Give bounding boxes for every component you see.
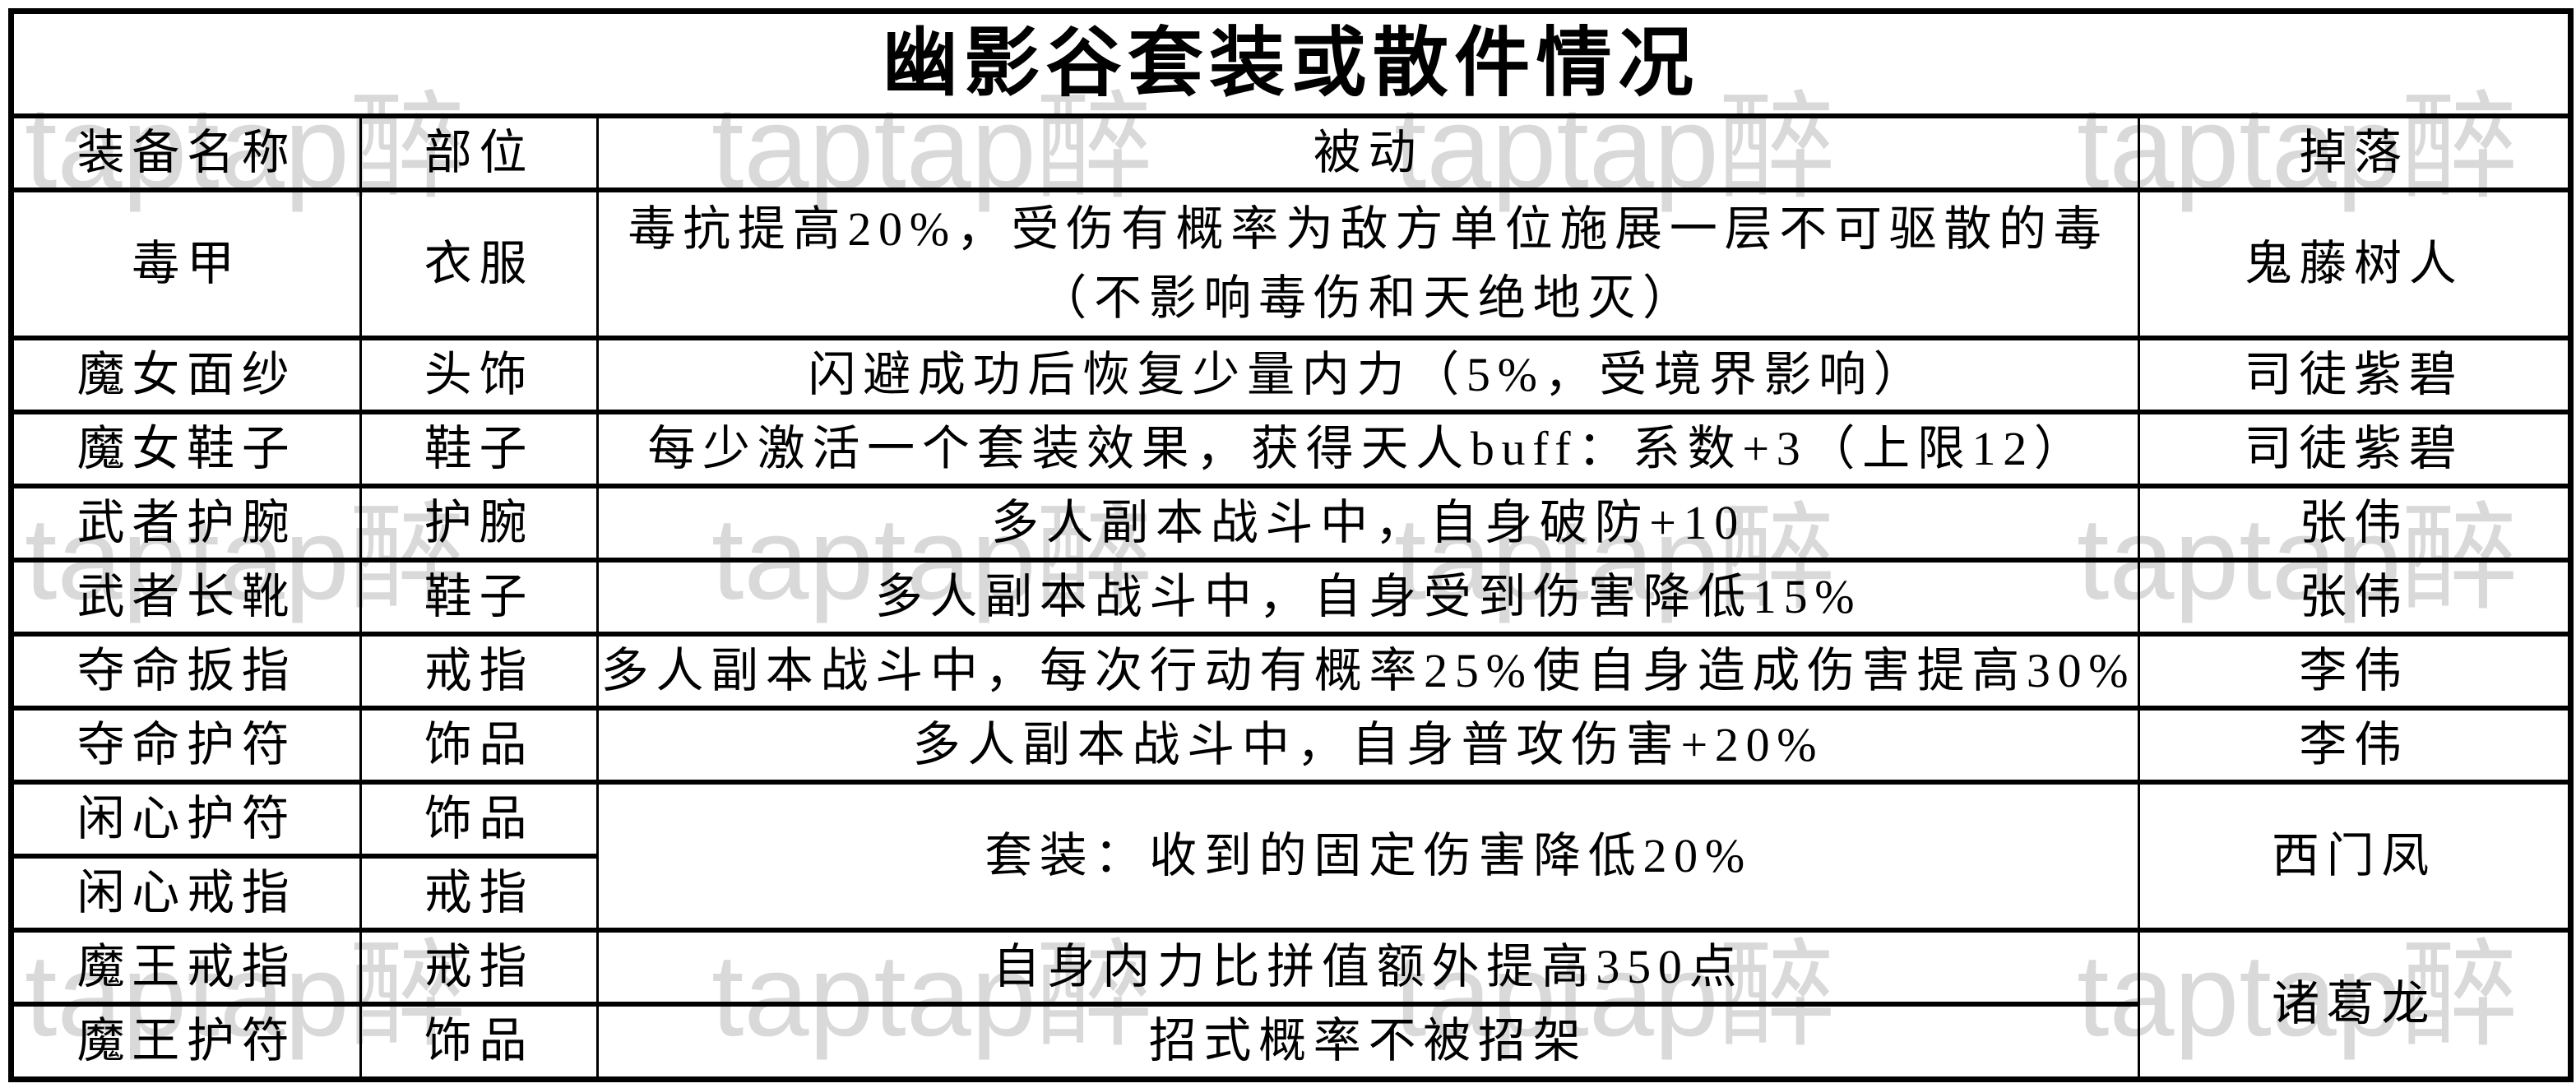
- equipment-name-cell: 毒甲: [10, 187, 362, 340]
- slot-cell: 戒指: [359, 928, 599, 1007]
- drop-cell: 诸葛龙: [2137, 928, 2573, 1082]
- equipment-name-cell: 夺命扳指: [10, 631, 362, 711]
- drop-cell: 司徒紫碧: [2137, 335, 2573, 414]
- passive-cell: 自身内力比拼值额外提高350点: [596, 928, 2140, 1007]
- title-row: 幽影谷套装或散件情况: [9, 8, 2573, 118]
- drop-cell: 李伟: [2137, 631, 2573, 711]
- drop-cell: 西门凤: [2137, 780, 2573, 933]
- equipment-name-cell: 魔王戒指: [10, 928, 362, 1007]
- equipment-name-cell: 魔女面纱: [10, 335, 362, 414]
- table-row: 毒甲 衣服 毒抗提高20%，受伤有概率为敌方单位施展一层不可驱散的毒 （不影响毒…: [10, 187, 2573, 340]
- slot-cell: 护腕: [359, 483, 599, 563]
- drop-cell: 司徒紫碧: [2137, 409, 2573, 488]
- column-header-drop: 掉落: [2137, 113, 2573, 192]
- column-header-slot: 部位: [359, 113, 599, 192]
- slot-cell: 鞋子: [359, 409, 599, 488]
- drop-cell: 张伟: [2137, 483, 2573, 563]
- passive-cell: 闪避成功后恢复少量内力（5%，受境界影响）: [596, 335, 2140, 414]
- passive-cell: 多人副本战斗中，自身破防+10: [596, 483, 2140, 563]
- equipment-name-cell: 武者长靴: [10, 557, 362, 637]
- table-row: 魔女鞋子 鞋子 每少激活一个套装效果，获得天人buff：系数+3（上限12） 司…: [10, 409, 2573, 488]
- drop-cell: 李伟: [2137, 706, 2573, 785]
- slot-cell: 饰品: [359, 706, 599, 785]
- drop-cell: 鬼藤树人: [2137, 187, 2573, 340]
- passive-cell: 多人副本战斗中，每次行动有概率25%使自身造成伤害提高30%: [596, 631, 2140, 711]
- slot-cell: 戒指: [359, 854, 599, 933]
- slot-cell: 头饰: [359, 335, 599, 414]
- passive-cell: 毒抗提高20%，受伤有概率为敌方单位施展一层不可驱散的毒 （不影响毒伤和天绝地灭…: [596, 187, 2140, 340]
- slot-cell: 饰品: [359, 1002, 599, 1082]
- equipment-name-cell: 魔女鞋子: [10, 409, 362, 488]
- column-header-passive: 被动: [596, 113, 2140, 192]
- passive-cell: 多人副本战斗中，自身受到伤害降低15%: [596, 557, 2140, 637]
- slot-cell: 鞋子: [359, 557, 599, 637]
- table-row: 夺命扳指 戒指 多人副本战斗中，每次行动有概率25%使自身造成伤害提高30% 李…: [10, 631, 2573, 711]
- header-row: 装备名称 部位 被动 掉落: [10, 113, 2573, 192]
- passive-cell: 每少激活一个套装效果，获得天人buff：系数+3（上限12）: [596, 409, 2140, 488]
- equipment-name-cell: 夺命护符: [10, 706, 362, 785]
- passive-cell-set-bonus: 套装：收到的固定伤害降低20%: [596, 780, 2140, 933]
- table-row: 魔王护符 饰品 招式概率不被招架: [10, 1002, 2571, 1082]
- slot-cell: 戒指: [359, 631, 599, 711]
- table-row: 武者长靴 鞋子 多人副本战斗中，自身受到伤害降低15% 张伟: [10, 557, 2573, 637]
- table-row: 魔王戒指 戒指 自身内力比拼值额外提高350点 诸葛龙: [10, 928, 2573, 1082]
- equipment-name-cell: 武者护腕: [10, 483, 362, 563]
- drop-cell: 张伟: [2137, 557, 2573, 637]
- passive-cell: 多人副本战斗中，自身普攻伤害+20%: [596, 706, 2140, 785]
- equipment-name-cell: 闲心护符: [10, 780, 362, 859]
- table-row: 夺命护符 饰品 多人副本战斗中，自身普攻伤害+20% 李伟: [10, 706, 2573, 785]
- equipment-table: 幽影谷套装或散件情况 装备名称 部位 被动 掉落 毒甲 衣服 毒抗提高20%，受…: [8, 8, 2574, 1082]
- equipment-name-cell: 魔王护符: [10, 1002, 362, 1082]
- table-row: 魔女面纱 头饰 闪避成功后恢复少量内力（5%，受境界影响） 司徒紫碧: [10, 335, 2573, 414]
- passive-cell: 招式概率不被招架: [596, 1002, 2140, 1082]
- slot-cell: 饰品: [359, 780, 599, 859]
- slot-cell: 衣服: [359, 187, 599, 340]
- equipment-name-cell: 闲心戒指: [10, 854, 362, 933]
- table-row: 闲心戒指 戒指: [10, 854, 2571, 933]
- column-header-name: 装备名称: [10, 113, 362, 192]
- page-title: 幽影谷套装或散件情况: [9, 8, 2573, 118]
- table-row: 闲心护符 饰品 套装：收到的固定伤害降低20% 西门凤: [10, 780, 2573, 933]
- table-row: 武者护腕 护腕 多人副本战斗中，自身破防+10 张伟: [10, 483, 2573, 563]
